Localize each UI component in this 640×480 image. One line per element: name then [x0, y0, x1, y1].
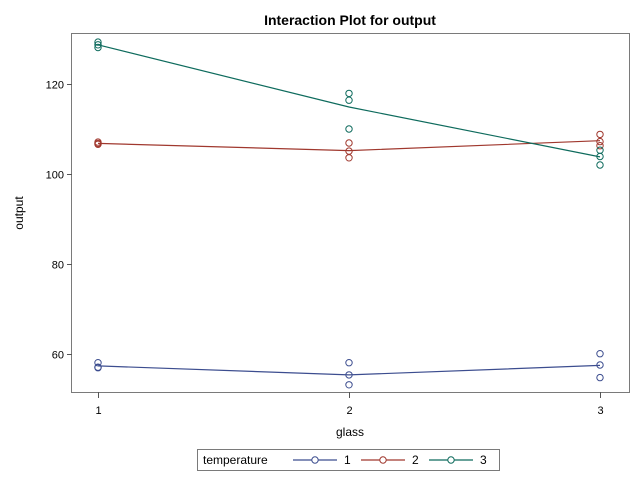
legend-label: 2 — [412, 453, 419, 467]
x-tick-label: 2 — [346, 405, 352, 417]
data-point — [596, 350, 604, 358]
data-point — [345, 125, 353, 133]
legend-item: 1 — [293, 453, 351, 467]
data-point — [345, 139, 353, 147]
legend-item: 2 — [361, 453, 419, 467]
series-line — [97, 44, 601, 158]
data-point — [345, 154, 353, 162]
data-point — [596, 152, 604, 161]
legend-swatch-marker — [379, 456, 387, 464]
x-axis-label: glass — [336, 425, 364, 439]
data-point — [94, 359, 102, 367]
legend-items: 1 2 3 — [293, 453, 487, 467]
legend-title: temperature — [203, 453, 268, 467]
x-tick-label: 1 — [95, 405, 101, 417]
y-tick-label: 80 — [52, 260, 64, 272]
legend-box — [197, 449, 500, 471]
series-line — [97, 140, 601, 152]
y-tick-label: 60 — [52, 350, 64, 362]
y-tick-label: 100 — [46, 170, 64, 182]
legend-label: 3 — [480, 453, 487, 467]
data-point — [596, 130, 604, 139]
y-axis-label: output — [12, 196, 26, 230]
data-point — [94, 364, 102, 372]
data-point — [94, 140, 102, 149]
data-point — [596, 142, 604, 150]
data-point — [596, 361, 604, 369]
y-tick-label: 120 — [46, 80, 64, 92]
x-axis: 1 2 3 — [95, 392, 604, 417]
y-axis: 60 80 100 120 — [46, 80, 72, 362]
data-point — [345, 359, 353, 367]
legend-label: 1 — [344, 453, 351, 467]
data-point — [94, 43, 102, 52]
data-point — [345, 371, 353, 379]
data-point — [345, 381, 353, 389]
series-line — [97, 364, 601, 376]
data-point — [596, 373, 604, 382]
legend: temperature 1 2 3 — [197, 449, 500, 471]
legend-swatch-marker — [311, 456, 319, 464]
legend-swatch-marker — [447, 456, 455, 464]
data-point — [596, 137, 604, 146]
series-1 — [94, 350, 604, 389]
series-2 — [94, 130, 604, 162]
x-tick-label: 3 — [597, 405, 603, 417]
data-point — [94, 41, 102, 49]
series-3 — [94, 38, 604, 169]
series-layer — [94, 38, 604, 389]
data-point — [94, 38, 102, 46]
chart-title: Interaction Plot for output — [264, 12, 436, 28]
plot-frame — [71, 33, 630, 393]
data-point — [596, 161, 604, 169]
data-point — [345, 96, 353, 104]
legend-item: 3 — [429, 453, 487, 467]
